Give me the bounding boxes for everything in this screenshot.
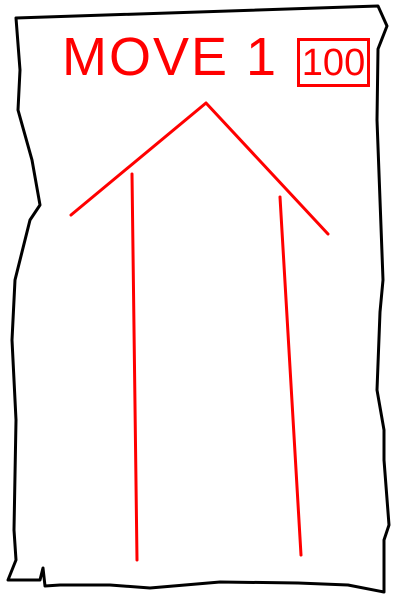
cost-badge: 100 <box>297 38 370 87</box>
arrow-shaft-left <box>130 172 139 562</box>
cost-value: 100 <box>301 41 366 84</box>
arrow-shaft-right <box>278 195 303 557</box>
arrow-head <box>69 101 330 236</box>
up-arrow-icon <box>69 101 330 562</box>
card-border <box>6 4 391 594</box>
card-title: MOVE 1 <box>62 27 279 87</box>
